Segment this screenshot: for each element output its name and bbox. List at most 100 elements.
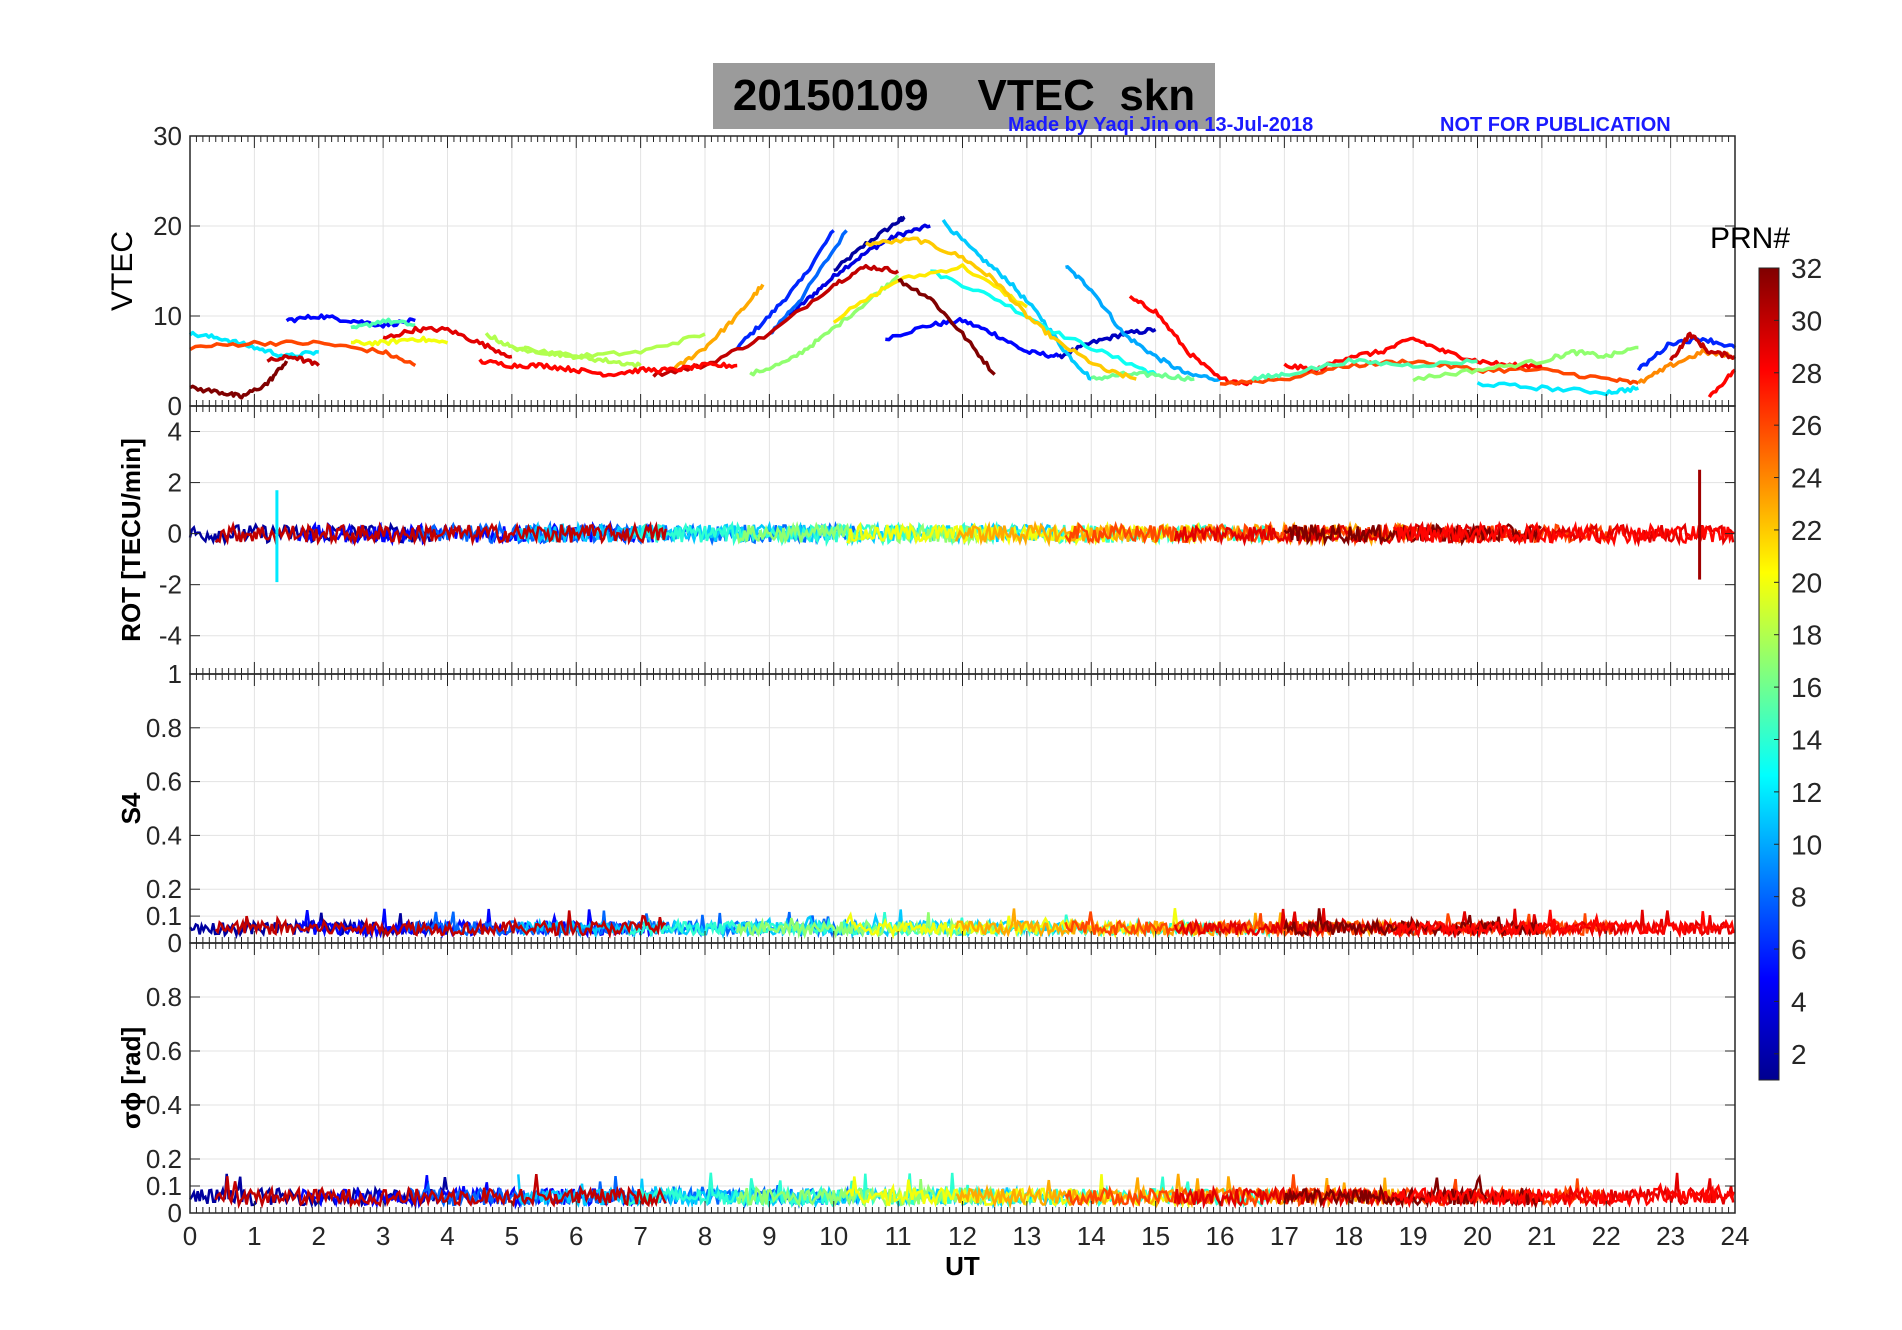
colorbar-tick-label: 26 (1791, 410, 1822, 441)
colorbar-tick-label: 14 (1791, 724, 1822, 755)
x-tick-label: 16 (1206, 1221, 1235, 1251)
vtec-series-prn-8 (769, 229, 848, 335)
vtec-series-prn-5 (885, 316, 1061, 359)
x-tick-label: 20 (1463, 1221, 1492, 1251)
vtec-series-prn-32 (189, 360, 289, 400)
y-tick-label: 20 (153, 211, 182, 241)
y-tick-label: 0.1 (146, 901, 182, 931)
x-tick-label: 21 (1527, 1221, 1556, 1251)
y-tick-label: 4 (168, 417, 182, 447)
y-tick-label: 0.4 (146, 820, 182, 850)
y-tick-label: 2 (168, 468, 182, 498)
vtec-series-prn-23 (671, 283, 765, 373)
vtec-series-prn-12 (188, 330, 319, 359)
vtec-series-prn-5 (285, 313, 416, 329)
vtec-series-prn-16 (1090, 370, 1195, 382)
vtec-series-prn-28 (1707, 368, 1737, 399)
colorbar-tick-label: 4 (1791, 986, 1807, 1017)
sig-series-prn-14 (626, 1172, 1273, 1209)
x-tick-label: 15 (1141, 1221, 1170, 1251)
vtec-series-prn-28 (478, 358, 738, 378)
y-tick-label: 0 (168, 928, 182, 958)
y-tick-label: 0.2 (146, 1144, 182, 1174)
x-tick-label: 8 (698, 1221, 712, 1251)
y-axis-label-sig: σϕ [rad] (116, 1027, 146, 1129)
x-tick-label: 4 (440, 1221, 454, 1251)
vtec-series-prn-4 (788, 223, 931, 317)
colorbar-tick-label: 10 (1791, 829, 1822, 860)
chart-title-box: 20150109 VTEC skn (713, 63, 1215, 129)
colorbar-tick-label: 22 (1791, 515, 1822, 546)
vtec-series-prn-30 (1669, 331, 1737, 362)
s4-series-prn-17 (735, 912, 996, 940)
y-axis-label-s4: S4 (116, 792, 146, 824)
x-tick-label: 23 (1656, 1221, 1685, 1251)
y-tick-label: 0 (168, 519, 182, 549)
colorbar-tick-label: 30 (1791, 305, 1822, 336)
vtec-series-prn-10 (1065, 265, 1221, 383)
colorbar-tick-label: 12 (1791, 777, 1822, 808)
x-axis-label: UT (945, 1251, 980, 1281)
rot-series-prn-20 (846, 521, 1202, 547)
colorbar-tick-label: 16 (1791, 672, 1822, 703)
x-tick-label: 19 (1399, 1221, 1428, 1251)
y-tick-label: 0.2 (146, 874, 182, 904)
colorbar-tick-label: 28 (1791, 358, 1822, 389)
vtec-series-prn-22 (864, 236, 1137, 381)
s4-series-prn-30 (214, 910, 667, 940)
y-tick-label: 1 (168, 659, 182, 689)
x-tick-label: 6 (569, 1221, 583, 1251)
x-tick-label: 11 (885, 1221, 912, 1251)
x-tick-label: 18 (1334, 1221, 1363, 1251)
s4-series-prn-28 (1392, 909, 1735, 940)
vtec-series-prn-32 (897, 278, 996, 376)
vtec-series-prn-15 (350, 317, 416, 330)
x-tick-label: 22 (1592, 1221, 1621, 1251)
colorbar-tick-label: 20 (1791, 567, 1822, 598)
y-tick-label: 0.6 (146, 767, 182, 797)
chart-title: 20150109 VTEC skn (732, 71, 1196, 120)
colorbar-tick-label: 24 (1791, 463, 1822, 494)
rot-series-prn-28 (1392, 520, 1735, 548)
not-for-publication-note: NOT FOR PUBLICATION (1440, 114, 1671, 136)
sig-series-prn-28 (1392, 1182, 1735, 1209)
vtec-series-prn-15 (1250, 357, 1478, 382)
y-tick-label: 0.8 (146, 982, 182, 1012)
x-tick-label: 13 (1012, 1221, 1041, 1251)
vtec-series-prn-21 (832, 263, 1028, 324)
colorbar-tick-label: 6 (1791, 934, 1807, 965)
sig-series-prn-30 (214, 1173, 667, 1210)
colorbar (1758, 267, 1780, 1081)
vtec-series-prn-18 (511, 332, 706, 360)
y-tick-label: 0 (168, 1198, 182, 1228)
y-tick-label: 0.4 (146, 1090, 182, 1120)
y-tick-label: 30 (153, 121, 182, 151)
y-tick-label: 0 (168, 391, 182, 421)
y-axis-label-rot: ROT [TECU/min] (116, 438, 146, 642)
y-tick-label: 0.8 (146, 713, 182, 743)
vtec-series-prn-17 (749, 274, 900, 377)
x-tick-label: 1 (247, 1221, 261, 1251)
vtec-series-prn-30 (266, 354, 321, 367)
x-tick-label: 3 (376, 1221, 390, 1251)
y-tick-label: -4 (159, 621, 182, 651)
y-tick-label: 0.6 (146, 1036, 182, 1066)
y-tick-label: 0.1 (146, 1171, 182, 1201)
rot-series-prn-30 (214, 520, 667, 547)
vtec-series-prn-18 (484, 332, 642, 369)
y-tick-label: -2 (159, 570, 182, 600)
vtec-series-prn-20 (350, 335, 449, 347)
vtec-series-prn-29 (382, 325, 513, 359)
x-tick-label: 10 (819, 1221, 848, 1251)
rot-series-prn-32 (1283, 522, 1542, 547)
colorbar-tick-label: 8 (1791, 882, 1807, 913)
x-tick-label: 14 (1077, 1221, 1106, 1251)
vtec-series-prn-13 (930, 269, 1157, 376)
vtec-series-prn-6 (735, 229, 835, 350)
vtec-series-prn-17 (1412, 345, 1639, 383)
made-by-note: Made by Yaqi Jin on 13-Jul-2018 (1008, 114, 1314, 136)
x-tick-label: 9 (762, 1221, 776, 1251)
x-tick-label: 24 (1721, 1221, 1750, 1251)
y-tick-label: 10 (153, 301, 182, 331)
